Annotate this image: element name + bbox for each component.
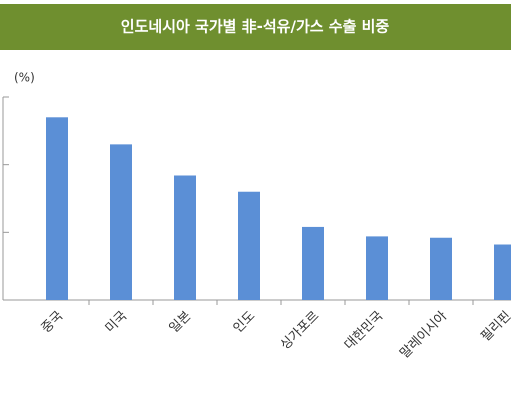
- x-tick-label: 필리핀: [478, 309, 511, 345]
- bar: [302, 226, 324, 300]
- title-bar: [0, 4, 511, 50]
- bar: [430, 237, 452, 300]
- bar: [46, 117, 68, 300]
- bar: [238, 191, 260, 300]
- x-tick-label: 미국: [103, 309, 131, 337]
- y-unit: (%): [14, 71, 35, 85]
- bar: [174, 175, 196, 300]
- x-tick-label: 일본: [167, 309, 195, 337]
- x-tick-label: 중국: [39, 309, 67, 337]
- x-tick-label: 싱가포르: [278, 309, 322, 353]
- x-tick-label: 대한민국: [342, 309, 386, 353]
- bar: [366, 236, 388, 300]
- chart-title: 인도네시아 국가별 非-석유/가스 수출 비중: [121, 18, 390, 36]
- x-tick-label: 인도: [231, 309, 259, 337]
- bar: [110, 144, 132, 300]
- bar: [494, 244, 511, 300]
- x-tick-label: 말레이시아: [397, 309, 450, 362]
